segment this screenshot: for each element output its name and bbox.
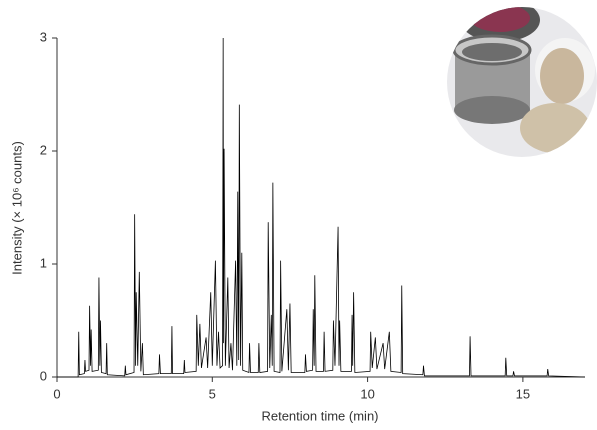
- x-axis-title: Retention time (min): [261, 408, 378, 423]
- x-tick-label: 15: [516, 386, 530, 401]
- x-tick-label: 0: [53, 386, 60, 401]
- inset-photo: [447, 7, 597, 157]
- y-tick-label: 1: [40, 255, 47, 270]
- y-axis-title: Intensity (× 10⁶ counts): [9, 141, 24, 275]
- chromatogram-line: [57, 37, 586, 378]
- y-tick-label: 2: [40, 142, 47, 157]
- x-tick-label: 5: [209, 386, 216, 401]
- y-tick-label: 0: [40, 368, 47, 383]
- y-tick-label: 3: [40, 29, 47, 44]
- x-tick-label: 10: [360, 386, 374, 401]
